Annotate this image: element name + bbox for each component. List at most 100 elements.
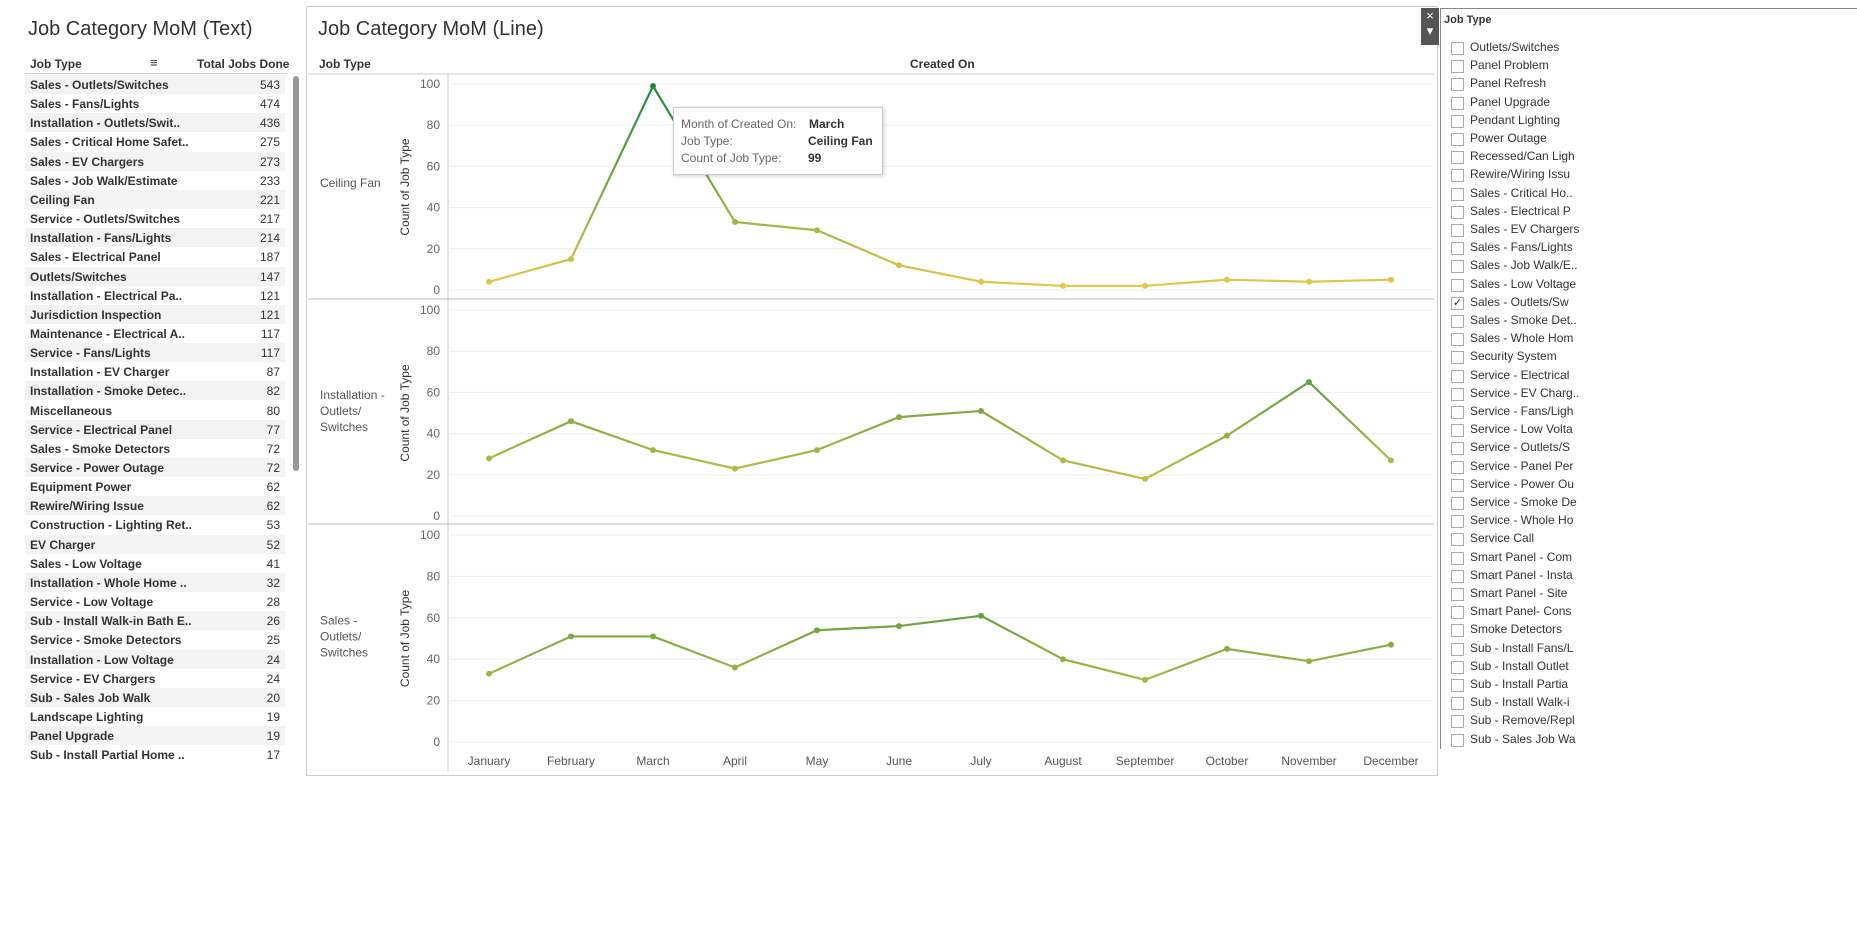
filter-item[interactable]: Smart Panel - Insta — [1451, 568, 1851, 586]
filter-item[interactable]: Sub - Sales Job Wa — [1451, 732, 1851, 749]
checkbox[interactable] — [1451, 169, 1464, 183]
checkbox[interactable] — [1451, 151, 1464, 165]
table-row: Sales - Smoke Detectors 72 — [25, 438, 285, 458]
checkbox[interactable] — [1451, 187, 1464, 201]
checkbox[interactable] — [1451, 114, 1464, 128]
row-header: Job Type — [319, 57, 371, 71]
checkbox[interactable] — [1451, 242, 1464, 256]
point — [978, 612, 984, 619]
filter-item[interactable]: Sub - Install Fans/L — [1451, 641, 1851, 659]
checkbox[interactable] — [1451, 606, 1464, 620]
line — [488, 380, 1392, 481]
filter-item[interactable]: Smart Panel - Site — [1451, 586, 1851, 604]
filter-item[interactable]: Sales - Critical Ho.. — [1451, 186, 1851, 204]
total-jobs: 147 — [259, 269, 280, 284]
filter-item[interactable]: Service - Smoke De — [1451, 495, 1851, 513]
y-axis-title: Count of Job Type — [398, 590, 412, 688]
filter-item[interactable]: Smart Panel- Cons — [1451, 604, 1851, 622]
filter-item[interactable]: Outlets/Switches — [1451, 40, 1851, 58]
checkbox[interactable] — [1451, 660, 1464, 674]
filter-item[interactable]: Recessed/Can Ligh — [1451, 149, 1851, 167]
filter-item[interactable]: Sub - Install Outlet — [1451, 659, 1851, 677]
checkbox[interactable] — [1451, 442, 1464, 456]
checkbox[interactable] — [1451, 278, 1464, 292]
filter-item[interactable]: Sales - EV Chargers — [1451, 222, 1851, 240]
filter-item[interactable]: Power Outage — [1451, 131, 1851, 149]
checkbox[interactable] — [1451, 497, 1464, 510]
checkbox[interactable] — [1451, 715, 1464, 729]
filter-item[interactable]: Smart Panel - Com — [1451, 550, 1851, 568]
total-jobs: 24 — [266, 671, 280, 686]
scrollbar[interactable] — [293, 76, 299, 471]
checkbox[interactable] — [1451, 133, 1464, 146]
checkbox[interactable] — [1451, 315, 1464, 328]
filter-item[interactable]: Service - Electrical — [1451, 368, 1851, 386]
job-type: Jurisdiction Inspection — [30, 307, 162, 322]
checkbox[interactable] — [1451, 369, 1464, 383]
filter-item[interactable]: Panel Upgrade — [1451, 95, 1851, 113]
checkbox[interactable] — [1451, 205, 1464, 219]
checkbox[interactable] — [1451, 224, 1464, 237]
filter-item[interactable]: Sales - Whole Hom — [1451, 331, 1851, 349]
filter-item[interactable]: Service Call — [1451, 531, 1851, 549]
filter-item[interactable]: ✓ Sales - Outlets/Sw — [1451, 295, 1851, 313]
checkbox[interactable] — [1451, 697, 1464, 711]
checkbox[interactable] — [1451, 642, 1464, 656]
filter-item[interactable]: Panel Problem — [1451, 58, 1851, 76]
filter-item[interactable]: Service - Panel Per — [1451, 459, 1851, 477]
checkbox[interactable] — [1451, 351, 1464, 365]
checkbox[interactable] — [1451, 588, 1464, 601]
checkbox[interactable]: ✓ — [1451, 296, 1464, 310]
filter-item-label: Sub - Install Outlet — [1470, 658, 1569, 673]
filter-item[interactable]: Sales - Low Voltage — [1451, 277, 1851, 295]
checkbox[interactable] — [1451, 60, 1464, 74]
filter-item[interactable]: Sales - Electrical P — [1451, 204, 1851, 222]
sort-icon[interactable]: ≡ — [150, 55, 158, 70]
checkbox[interactable] — [1451, 333, 1464, 347]
checkbox[interactable] — [1451, 460, 1464, 474]
checkbox[interactable] — [1451, 733, 1464, 747]
y-tick-label: 40 — [427, 427, 441, 441]
total-jobs: 221 — [259, 192, 280, 207]
filter-item[interactable]: Rewire/Wiring Issu — [1451, 167, 1851, 185]
filter-item[interactable]: Sub - Remove/Repl — [1451, 713, 1851, 731]
filter-item-label: Service Call — [1470, 531, 1535, 546]
checkbox[interactable] — [1451, 96, 1464, 110]
panel-label: Sales - Outlets/Switches — [320, 614, 368, 660]
filter-item[interactable]: Service - EV Charg.. — [1451, 386, 1851, 404]
checkbox[interactable] — [1451, 551, 1464, 565]
job-type: Sub - Sales Job Walk — [30, 690, 151, 705]
filter-item[interactable]: Service - Power Ou — [1451, 477, 1851, 495]
filter-item[interactable]: Sub - Install Walk-i — [1451, 695, 1851, 713]
filter-item[interactable]: Service - Whole Ho — [1451, 513, 1851, 531]
filter-item[interactable]: Panel Refresh — [1451, 76, 1851, 94]
job-type: Maintenance - Electrical A.. — [30, 326, 185, 341]
filter-item[interactable]: Sales - Fans/Lights — [1451, 240, 1851, 258]
checkbox[interactable] — [1451, 42, 1464, 55]
filter-item[interactable]: Service - Fans/Ligh — [1451, 404, 1851, 422]
filter-controls[interactable]: × ▾ — [1421, 8, 1439, 45]
checkbox[interactable] — [1451, 478, 1464, 492]
filter-item[interactable]: Service - Outlets/S — [1451, 440, 1851, 458]
filter-item[interactable]: Pendant Lighting — [1451, 113, 1851, 131]
checkbox[interactable] — [1451, 424, 1464, 438]
filter-item[interactable]: Service - Low Volta — [1451, 422, 1851, 440]
checkbox[interactable] — [1451, 624, 1464, 638]
checkbox[interactable] — [1451, 533, 1464, 547]
filter-item[interactable]: Security System — [1451, 349, 1851, 367]
filter-item[interactable]: Sales - Smoke Det.. — [1451, 313, 1851, 331]
point — [732, 465, 738, 472]
filter-item[interactable]: Sales - Job Walk/E.. — [1451, 258, 1851, 276]
filter-item[interactable]: Sub - Install Partia — [1451, 677, 1851, 695]
total-jobs: 233 — [259, 173, 280, 188]
checkbox[interactable] — [1451, 569, 1464, 583]
checkbox[interactable] — [1451, 679, 1464, 692]
filter-item[interactable]: Smoke Detectors — [1451, 622, 1851, 640]
checkbox[interactable] — [1451, 515, 1464, 529]
checkbox[interactable] — [1451, 78, 1464, 92]
job-type: Service - Fans/Lights — [30, 346, 151, 361]
job-type: Service - Outlets/Switches — [30, 212, 181, 227]
checkbox[interactable] — [1451, 406, 1464, 419]
checkbox[interactable] — [1451, 260, 1464, 274]
checkbox[interactable] — [1451, 387, 1464, 401]
